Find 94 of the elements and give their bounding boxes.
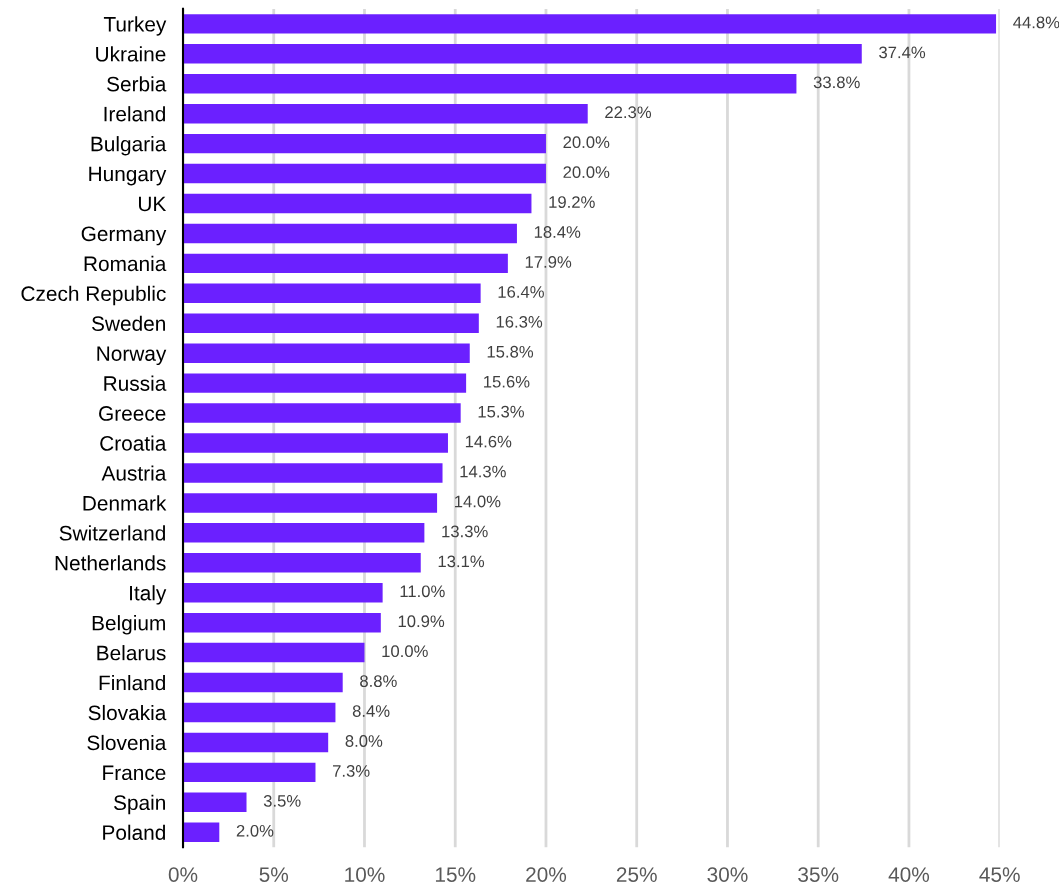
x-tick-label: 35% <box>798 867 839 882</box>
x-tick-label: 10% <box>345 867 385 882</box>
bar <box>183 14 997 34</box>
data-label: 19.2% <box>549 196 595 208</box>
bar <box>183 463 443 483</box>
data-label: 15.8% <box>487 345 534 358</box>
y-tick-label: Ireland <box>104 106 165 122</box>
y-tick-label: Spain <box>113 794 165 815</box>
y-tick-label: Netherlands <box>55 555 166 571</box>
y-tick-label: Poland <box>103 824 165 840</box>
y-tick-label: Denmark <box>83 495 167 511</box>
y-tick-label: Norway <box>97 346 167 366</box>
y-tick-label: Finland <box>99 675 165 691</box>
y-tick-label: Greece <box>99 406 166 421</box>
y-tick-label: Belarus <box>97 645 166 661</box>
y-tick-label: Russia <box>104 375 167 391</box>
data-label: 44.8% <box>1013 16 1059 29</box>
bar <box>183 792 247 813</box>
y-tick-label: UK <box>138 196 167 212</box>
y-tick-label: Turkey <box>103 16 167 36</box>
bar <box>183 762 316 783</box>
y-tick-label: Ukraine <box>96 46 166 62</box>
x-tick-label: 5% <box>259 867 289 882</box>
x-tick-label: 20% <box>526 867 567 882</box>
x-tick-label: 15% <box>435 867 476 882</box>
data-label: 14.0% <box>455 495 501 508</box>
bar <box>183 283 481 304</box>
data-label: 2.0% <box>236 824 274 837</box>
bar <box>183 343 470 363</box>
y-tick-label: Austria <box>101 465 167 481</box>
y-tick-label: Bulgaria <box>91 136 167 156</box>
y-tick-label: Slovakia <box>88 704 167 721</box>
bar <box>183 163 546 184</box>
data-label: 7.3% <box>333 765 370 777</box>
y-tick-label: Romania <box>84 255 167 272</box>
data-label: 17.9% <box>525 256 572 268</box>
bar <box>183 553 421 573</box>
y-tick-label: Slovenia <box>87 734 167 751</box>
data-label: 13.3% <box>442 525 488 538</box>
data-label: 16.4% <box>498 285 544 298</box>
y-tick-label: Germany <box>81 226 167 246</box>
bar <box>183 672 343 693</box>
data-label: 11.0% <box>400 585 445 598</box>
y-tick-label: Belgium <box>92 615 165 635</box>
data-label: 14.6% <box>465 435 512 448</box>
data-label: 20.0% <box>563 166 610 179</box>
bar <box>183 493 438 513</box>
data-label: 8.0% <box>345 735 383 747</box>
y-tick-label: Sweden <box>91 315 165 332</box>
data-label: 3.5% <box>263 794 301 807</box>
data-label: 10.0% <box>382 645 428 658</box>
data-label: 13.1% <box>438 555 485 568</box>
bar <box>183 103 588 124</box>
y-tick-label: France <box>103 765 166 781</box>
bar <box>183 433 448 453</box>
y-tick-label: Italy <box>130 585 167 605</box>
x-tick-label: 0% <box>168 867 198 882</box>
bar <box>183 582 383 603</box>
data-label: 8.4% <box>352 705 390 717</box>
bar <box>183 523 425 543</box>
bar <box>183 193 532 214</box>
bar <box>183 133 546 154</box>
y-tick-label: Hungary <box>89 166 167 186</box>
data-label: 10.9% <box>398 615 445 628</box>
data-label: 37.4% <box>879 46 926 59</box>
bar <box>183 373 467 393</box>
x-tick-label: 30% <box>707 867 748 882</box>
bar <box>183 253 508 274</box>
bar <box>183 403 461 423</box>
bar <box>183 74 797 94</box>
bar <box>183 642 365 663</box>
y-tick-label: Switzerland <box>59 525 165 541</box>
x-tick-label: 45% <box>979 867 1020 882</box>
bar <box>183 223 517 244</box>
data-label: 16.3% <box>496 315 543 328</box>
x-tick-label: 25% <box>616 867 657 882</box>
bar <box>183 612 381 633</box>
data-label: 18.4% <box>534 226 581 238</box>
data-label: 14.3% <box>460 465 506 478</box>
y-tick-label: Serbia <box>107 76 167 92</box>
data-label: 8.8% <box>360 675 397 688</box>
data-label: 22.3% <box>605 106 652 119</box>
bar <box>183 44 862 64</box>
data-label: 15.6% <box>484 375 530 388</box>
bar <box>183 702 336 723</box>
data-label: 15.3% <box>478 405 524 418</box>
y-tick-label: Czech Republic <box>21 285 166 306</box>
data-label: 20.0% <box>563 136 610 149</box>
bar <box>183 313 479 333</box>
bar <box>183 732 329 753</box>
data-label: 33.8% <box>813 76 860 89</box>
y-tick-label: Croatia <box>100 435 167 451</box>
x-tick-label: 40% <box>888 867 930 882</box>
bar <box>183 822 220 842</box>
